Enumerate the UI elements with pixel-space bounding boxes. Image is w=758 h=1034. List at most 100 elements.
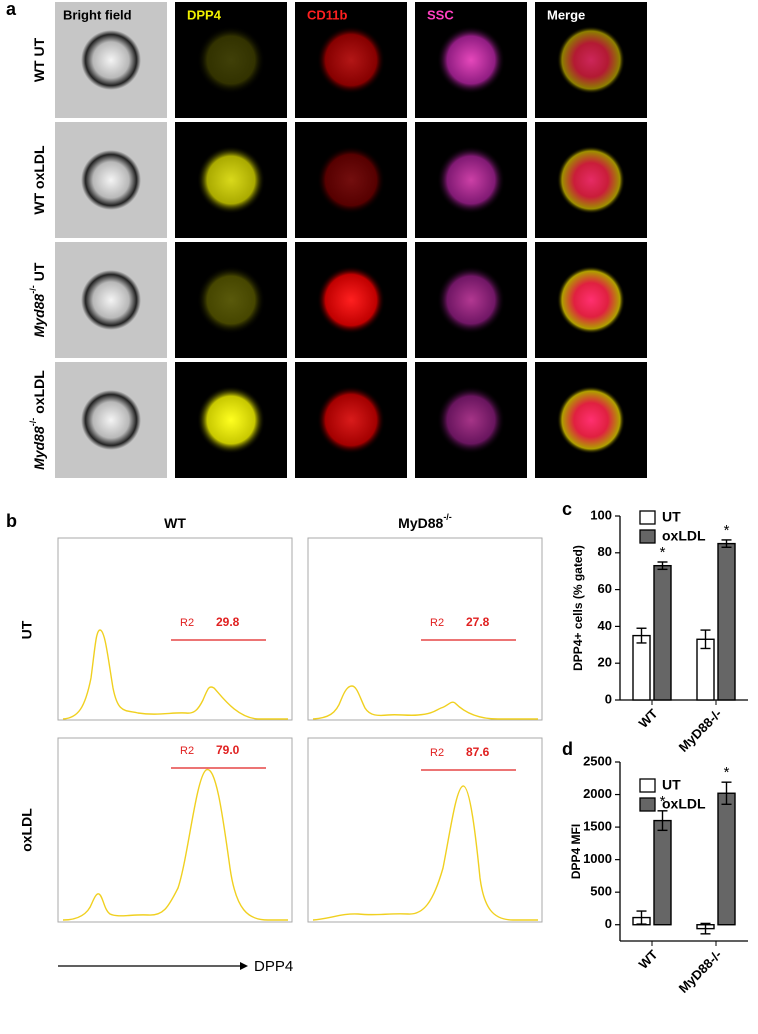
gate-value: 29.8 — [216, 615, 240, 629]
cell — [81, 150, 141, 210]
y-tick-label: 80 — [598, 544, 612, 559]
legend-label: UT — [662, 777, 681, 793]
legend-label: oxLDL — [662, 796, 706, 812]
row-sup: -/- — [28, 418, 38, 427]
column-label: SSC — [427, 7, 454, 22]
row-label: Myd88-/- oxLDL — [28, 370, 46, 470]
panel-letter: c — [562, 499, 572, 519]
cell — [197, 386, 265, 454]
cell — [557, 386, 625, 454]
significance: * — [660, 793, 666, 810]
significance: * — [724, 522, 730, 539]
column-label: DPP4 — [187, 7, 222, 22]
legend-label: UT — [662, 509, 681, 525]
legend-label: oxLDL — [662, 528, 706, 544]
error-bar — [657, 561, 668, 571]
y-tick-label: 20 — [598, 655, 612, 670]
panel-b: DPP4 b WT MyD88-/- UT oxLDL R2 29.8 R2 27.8 R2 79.… — [6, 511, 543, 975]
y-tick-label: 2500 — [583, 753, 612, 768]
cell — [197, 266, 265, 334]
row-condition: WT UT — [31, 37, 47, 82]
legend-swatch — [639, 510, 656, 525]
gate-name: R2 — [180, 617, 194, 629]
error-bar — [700, 922, 711, 935]
column-label: MyD88-/- — [398, 512, 452, 530]
histogram-curve — [62, 629, 288, 720]
row-label: UT — [19, 620, 35, 639]
significance: * — [660, 544, 666, 561]
y-axis-label: DPP4 MFI — [569, 824, 583, 879]
legend-swatch — [639, 529, 656, 544]
cell — [81, 30, 141, 90]
cell — [437, 146, 505, 214]
x-tick-label: MyD88-/- — [676, 947, 725, 996]
x-tick-label: MyD88-/- — [676, 706, 725, 755]
error-bar — [721, 539, 732, 548]
error-bar — [657, 810, 668, 832]
y-tick-label: 100 — [590, 507, 612, 522]
histogram-curve — [312, 785, 538, 921]
gate-name: R2 — [180, 745, 194, 757]
row-label: oxLDL — [19, 808, 35, 852]
y-tick-label: 40 — [598, 618, 612, 633]
row-label: WT oxLDL — [31, 145, 47, 215]
histogram-frame — [57, 537, 293, 721]
cell — [81, 270, 141, 330]
error-bar — [636, 627, 647, 644]
column-label: Merge — [547, 7, 585, 22]
cell — [437, 26, 505, 94]
column-label: WT — [164, 515, 186, 531]
axis-label: DPP4 — [254, 958, 293, 975]
error-bar — [700, 629, 711, 650]
gate-value: 87.6 — [466, 745, 490, 759]
column-name: WT — [164, 515, 186, 531]
y-tick-label: 60 — [598, 581, 612, 596]
x-tick-label: WT — [636, 706, 661, 731]
column-sup: -/- — [443, 512, 452, 522]
row-condition: oxLDL — [31, 370, 47, 414]
histogram-myd88-ut — [307, 537, 543, 721]
gate-value: 79.0 — [216, 743, 240, 757]
row-condition: WT oxLDL — [31, 145, 47, 215]
row-sup: -/- — [28, 285, 38, 294]
y-tick-label: 2000 — [583, 786, 612, 801]
cell — [317, 146, 385, 214]
gate-value: 27.8 — [466, 615, 490, 629]
cell — [81, 390, 141, 450]
legend-swatch — [639, 778, 656, 793]
histogram-frame — [307, 737, 543, 923]
histogram-wt-oxldl — [57, 737, 293, 923]
bar — [632, 634, 651, 701]
gate-name: R2 — [430, 747, 444, 759]
gate-name: R2 — [430, 617, 444, 629]
histogram-wt-ut — [57, 537, 293, 721]
y-axis-label: DPP4+ cells (% gated) — [571, 545, 585, 671]
histogram-frame — [57, 737, 293, 923]
cell — [437, 266, 505, 334]
row-gene: Myd88 — [31, 426, 47, 470]
row-condition: UT — [31, 262, 47, 281]
y-tick-label: 0 — [605, 691, 612, 706]
bar — [717, 792, 736, 926]
legend-swatch — [639, 797, 656, 812]
cell — [317, 386, 385, 454]
y-tick-label: 1500 — [583, 819, 612, 834]
panel-letter: b — [6, 511, 17, 531]
cell — [197, 146, 265, 214]
cell — [437, 386, 505, 454]
cell — [557, 26, 625, 94]
y-tick-label: 1000 — [583, 851, 612, 866]
cell — [557, 146, 625, 214]
bar — [653, 564, 672, 701]
column-name: MyD88 — [398, 515, 443, 531]
significance: * — [724, 764, 730, 781]
error-bar — [636, 910, 647, 925]
row-label: WT UT — [31, 37, 47, 82]
histogram-curve — [62, 769, 288, 921]
error-bar — [721, 781, 732, 806]
cell — [197, 26, 265, 94]
